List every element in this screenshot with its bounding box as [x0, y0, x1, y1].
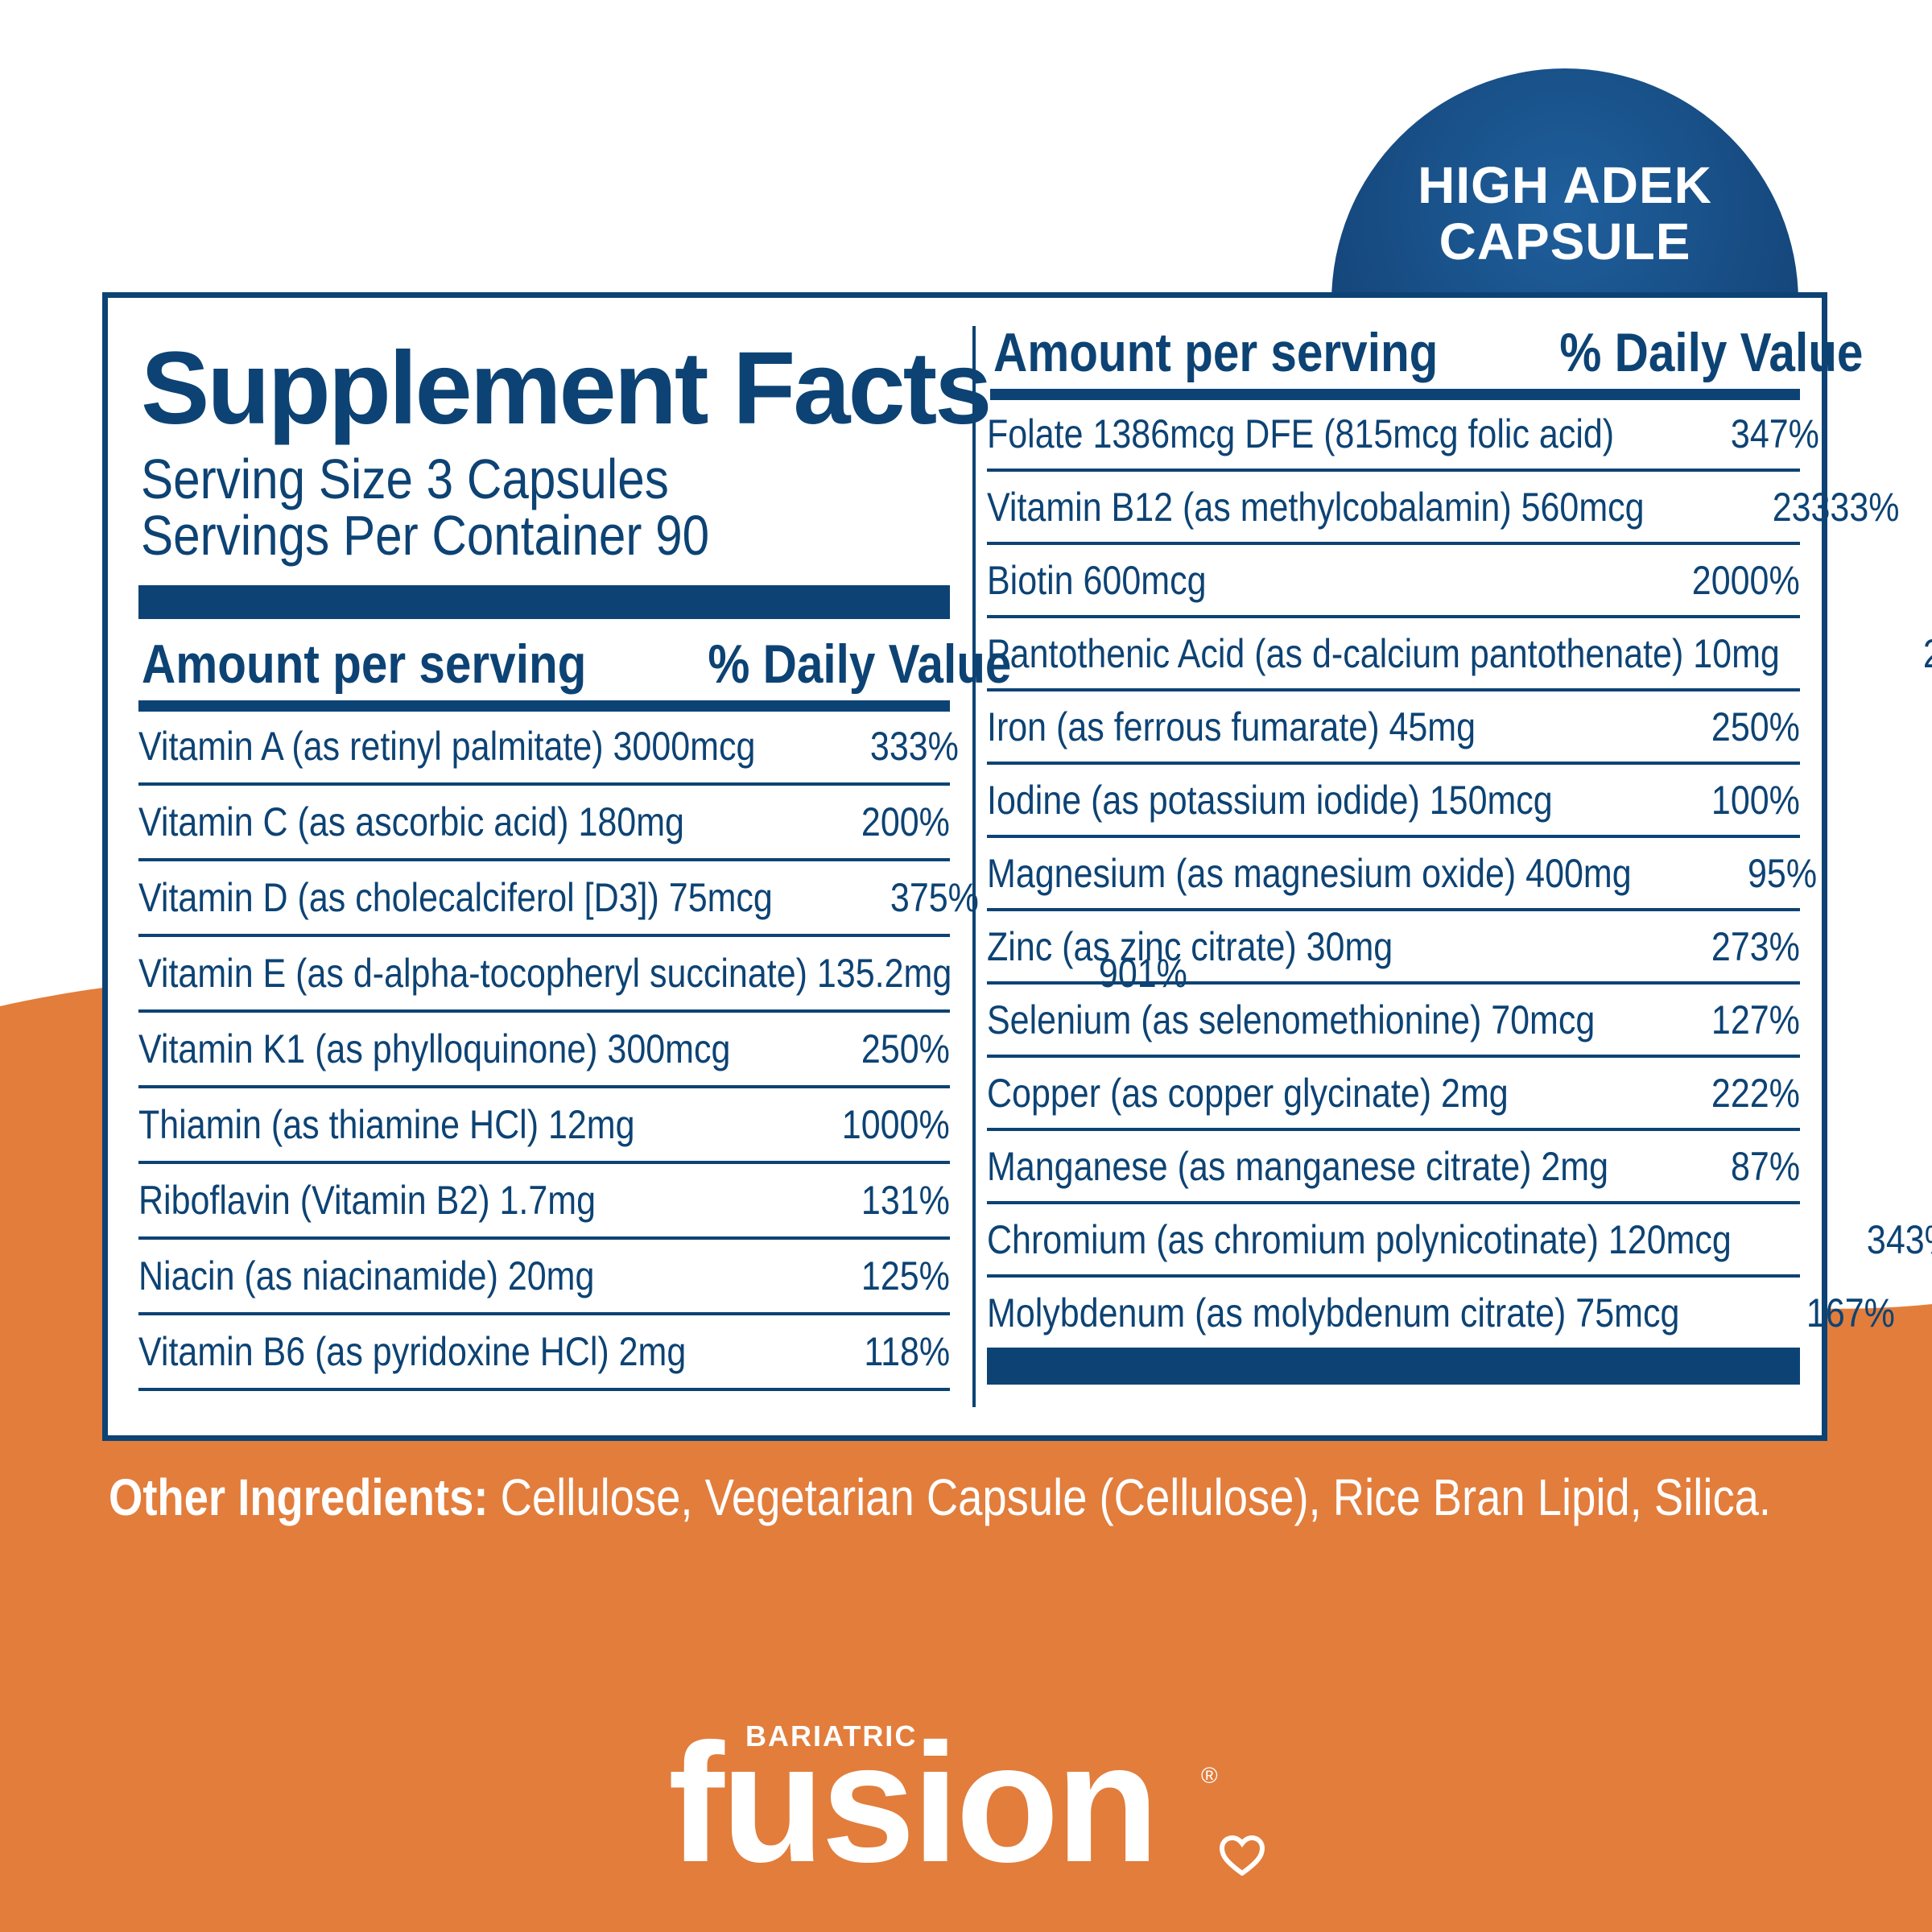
left-nutrient-list: Vitamin A (as retinyl palmitate) 3000mcg…: [138, 710, 1187, 1391]
brand-prefix: BARIATRIC: [745, 1719, 918, 1752]
nutrient-daily-value: 200%: [861, 799, 950, 844]
registered-mark: ®: [1201, 1763, 1218, 1788]
nutrient-daily-value: 222%: [1711, 1070, 1800, 1116]
nutrient-name: Manganese (as manganese citrate) 2mg: [987, 1143, 1609, 1189]
nutrient-daily-value: 901%: [1098, 951, 1187, 996]
table-row: Manganese (as manganese citrate) 2mg 87%: [987, 1131, 1800, 1204]
nutrient-name: Vitamin A (as retinyl palmitate) 3000mcg: [138, 724, 756, 769]
nutrient-daily-value: 250%: [861, 1026, 950, 1071]
table-row: Vitamin E (as d-alpha-tocopheryl succina…: [138, 937, 1187, 1013]
brand-logo: fusion: [668, 1708, 1159, 1897]
table-row: Vitamin B6 (as pyridoxine HCl) 2mg 118%: [138, 1315, 950, 1391]
table-row: Vitamin A (as retinyl palmitate) 3000mcg…: [138, 710, 959, 786]
header-amount-per-serving: Amount per serving: [142, 634, 587, 695]
nutrient-name: Vitamin E (as d-alpha-tocopheryl succina…: [138, 951, 952, 996]
nutrient-daily-value: 347%: [1730, 411, 1819, 456]
nutrient-name: Molybdenum (as molybdenum citrate) 75mcg: [987, 1290, 1680, 1335]
table-row: Vitamin D (as cholecalciferol [D3]) 75mc…: [138, 861, 979, 937]
nutrient-name: Pantothenic Acid (as d-calcium pantothen…: [987, 630, 1780, 676]
table-row: Iron (as ferrous fumarate) 45mg 250%: [987, 691, 1800, 765]
nutrient-name: Iron (as ferrous fumarate) 45mg: [987, 704, 1476, 749]
heart-icon: [1220, 1835, 1265, 1876]
nutrient-name: Riboflavin (Vitamin B2) 1.7mg: [138, 1178, 597, 1223]
nutrient-name: Vitamin B6 (as pyridoxine HCl) 2mg: [138, 1329, 687, 1374]
nutrient-daily-value: 1000%: [842, 1102, 950, 1147]
other-ingredients-text: Cellulose, Vegetarian Capsule (Cellulose…: [488, 1468, 1772, 1526]
nutrient-name: Chromium (as chromium polynicotinate) 12…: [987, 1216, 1732, 1262]
table-row: Biotin 600mcg 2000%: [987, 545, 1800, 618]
nutrient-daily-value: 273%: [1711, 923, 1800, 969]
header-daily-value: % Daily Value: [708, 634, 1012, 695]
table-row: Folate 1386mcg DFE (815mcg folic acid) 34…: [987, 398, 1819, 472]
table-row: Niacin (as niacinamide) 20mg 125%: [138, 1240, 950, 1315]
nutrient-daily-value: 23333%: [1772, 484, 1900, 530]
table-row: Iodine (as potassium iodide) 150mcg 100%: [987, 765, 1800, 838]
nutrient-name: Zinc (as zinc citrate) 30mg: [987, 923, 1393, 969]
left-header-rule: [138, 700, 950, 712]
nutrient-daily-value: 87%: [1730, 1143, 1800, 1189]
page-title: Supplement Facts: [141, 331, 992, 446]
right-column-header: Amount per serving % Daily Value: [993, 320, 1864, 385]
left-column-header: Amount per serving % Daily Value: [142, 632, 1012, 696]
header-amount-per-serving: Amount per serving: [993, 322, 1439, 383]
right-header-rule: [990, 389, 1800, 400]
column-divider: [972, 326, 976, 1407]
nutrient-daily-value: 2000%: [1692, 557, 1800, 603]
right-nutrient-list: Folate 1386mcg DFE (815mcg folic acid) 34…: [987, 398, 1932, 1351]
table-row: Chromium (as chromium polynicotinate) 12…: [987, 1204, 1932, 1278]
table-row: Magnesium (as magnesium oxide) 400mg 95%: [987, 838, 1817, 911]
nutrient-name: Biotin 600mcg: [987, 557, 1207, 603]
nutrient-name: Vitamin K1 (as phylloquinone) 300mcg: [138, 1026, 731, 1071]
table-row: Vitamin K1 (as phylloquinone) 300mcg 250%: [138, 1013, 950, 1088]
table-row: Pantothenic Acid (as d-calcium pantothen…: [987, 618, 1932, 691]
other-ingredients: Other Ingredients: Cellulose, Vegetarian…: [109, 1465, 1771, 1530]
table-row: Zinc (as zinc citrate) 30mg 273%: [987, 911, 1800, 985]
table-row: Thiamin (as thiamine HCl) 12mg 1000%: [138, 1088, 950, 1164]
nutrient-daily-value: 100%: [1711, 777, 1800, 823]
nutrient-daily-value: 343%: [1867, 1216, 1932, 1262]
nutrient-name: Vitamin C (as ascorbic acid) 180mg: [138, 799, 684, 844]
table-row: Riboflavin (Vitamin B2) 1.7mg 131%: [138, 1164, 950, 1240]
nutrient-daily-value: 125%: [861, 1253, 950, 1298]
nutrient-daily-value: 167%: [1806, 1290, 1896, 1335]
left-thick-bar: [138, 585, 950, 619]
table-row: Vitamin C (as ascorbic acid) 180mg 200%: [138, 786, 950, 861]
nutrient-daily-value: 118%: [864, 1329, 950, 1374]
table-row: Selenium (as selenomethionine) 70mcg 127%: [987, 985, 1800, 1058]
nutrient-name: Folate 1386mcg DFE (815mcg folic acid): [987, 411, 1615, 456]
nutrient-daily-value: 127%: [1711, 997, 1800, 1042]
nutrient-daily-value: 250%: [1711, 704, 1800, 749]
serving-info: Serving Size 3 Capsules Servings Per Con…: [141, 451, 709, 564]
nutrient-name: Iodine (as potassium iodide) 150mcg: [987, 777, 1553, 823]
nutrient-name: Vitamin B12 (as methylcobalamin) 560mcg: [987, 484, 1645, 530]
supplement-facts-panel: [102, 292, 1827, 1441]
table-row: Vitamin B12 (as methylcobalamin) 560mcg 2…: [987, 472, 1899, 545]
nutrient-name: Selenium (as selenomethionine) 70mcg: [987, 997, 1596, 1042]
nutrient-daily-value: 333%: [870, 724, 960, 769]
table-row: Molybdenum (as molybdenum citrate) 75mcg…: [987, 1278, 1895, 1351]
nutrient-name: Thiamin (as thiamine HCl) 12mg: [138, 1102, 635, 1147]
nutrient-name: Copper (as copper glycinate) 2mg: [987, 1070, 1509, 1116]
nutrient-daily-value: 200%: [1923, 630, 1932, 677]
badge-text: HIGH ADEK CAPSULE: [1418, 156, 1712, 270]
right-bottom-bar: [987, 1351, 1800, 1385]
nutrient-daily-value: 131%: [861, 1178, 950, 1223]
nutrient-name: Niacin (as niacinamide) 20mg: [138, 1253, 595, 1298]
nutrient-daily-value: 95%: [1747, 850, 1818, 896]
nutrient-name: Magnesium (as magnesium oxide) 400mg: [987, 850, 1632, 896]
other-ingredients-label: Other Ingredients:: [109, 1468, 489, 1526]
servings-per-container: Servings Per Container 90: [141, 504, 710, 567]
header-daily-value: % Daily Value: [1559, 322, 1864, 383]
table-row: Copper (as copper glycinate) 2mg 222%: [987, 1058, 1800, 1131]
nutrient-daily-value: 375%: [890, 875, 979, 920]
nutrient-name: Vitamin D (as cholecalciferol [D3]) 75mc…: [138, 875, 773, 920]
serving-size: Serving Size 3 Capsules: [141, 448, 669, 510]
